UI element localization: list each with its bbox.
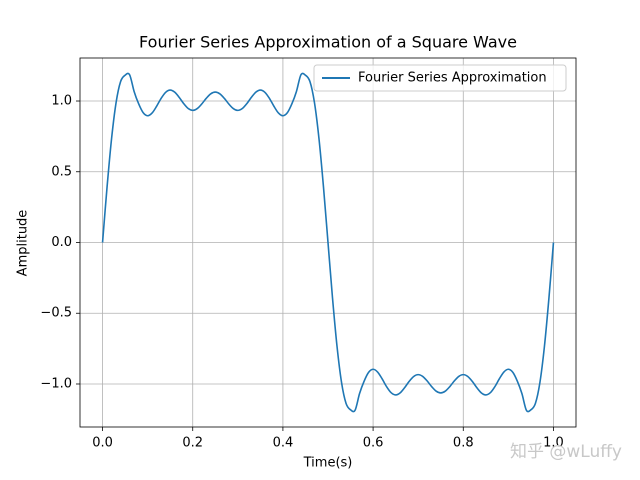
- y-tick-label: 0.0: [51, 235, 72, 250]
- x-tick-label: 0.8: [453, 436, 474, 451]
- y-tick-label: −1.0: [40, 376, 72, 391]
- x-tick-label: 0.4: [273, 436, 294, 451]
- x-axis-label: Time(s): [303, 456, 353, 471]
- watermark: 知乎 @wLuffy: [510, 442, 622, 462]
- plot-area: [101, 72, 555, 413]
- x-tick-label: 0.6: [363, 436, 384, 451]
- y-tick-label: 1.0: [51, 94, 72, 109]
- x-tick-label: 0.2: [182, 436, 203, 451]
- axes-frame: [79, 57, 577, 428]
- legend-box: [313, 64, 567, 92]
- x-tick-label: 0.0: [92, 436, 113, 451]
- y-tick-label: −0.5: [40, 306, 72, 321]
- chart-title: Fourier Series Approximation of a Square…: [139, 33, 517, 52]
- x-tick-label: 1.0: [543, 436, 564, 451]
- y-axis-label: Amplitude: [16, 210, 31, 277]
- line-series: [101, 72, 555, 413]
- y-tick-label: 0.5: [51, 164, 72, 179]
- legend: Fourier Series Approximation: [313, 64, 567, 92]
- legend-label: Fourier Series Approximation: [358, 71, 547, 86]
